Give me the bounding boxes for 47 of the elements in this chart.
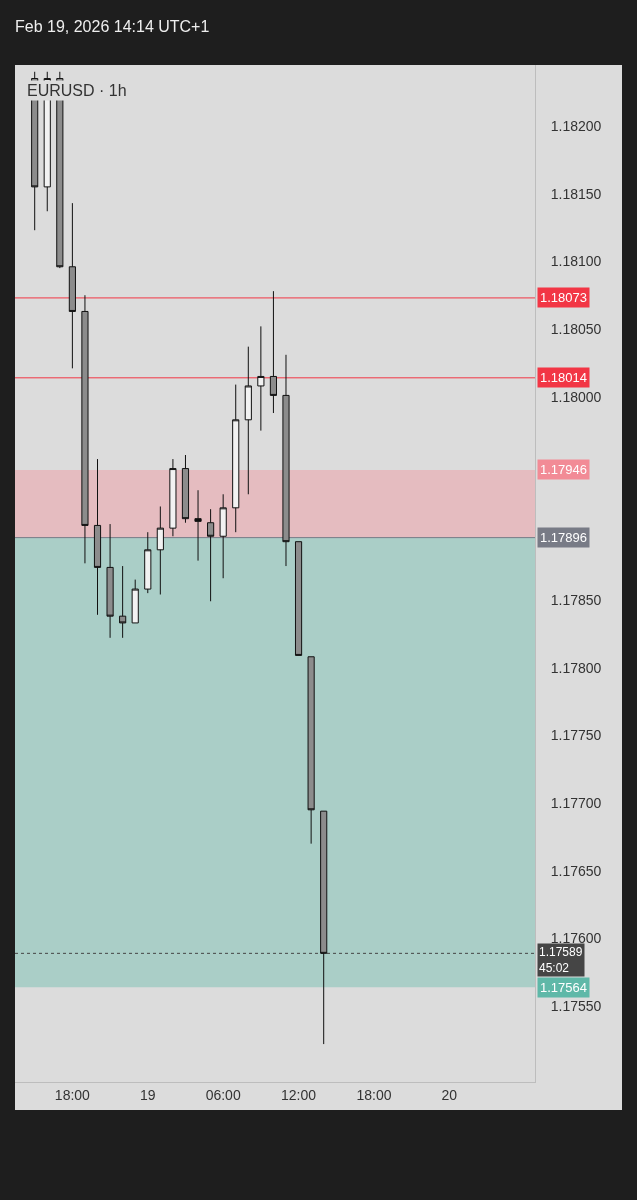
- candlestick: [156, 505, 164, 595]
- x-tick-label: 12:00: [281, 1086, 317, 1103]
- y-tick-label: 1.18150: [550, 185, 602, 202]
- y-tick-label: 1.18200: [550, 117, 602, 134]
- ref-line-label: 1.18014: [540, 370, 587, 385]
- candlestick: [269, 290, 278, 414]
- candlestick: [81, 294, 89, 564]
- y-tick-label: 1.18100: [550, 253, 602, 270]
- y-tick-label: 1.17800: [550, 659, 602, 676]
- y-tick-label: 1.18050: [550, 320, 602, 337]
- x-tick-label: 19: [139, 1086, 156, 1103]
- candlestick: [68, 202, 76, 369]
- candlestick: [169, 458, 177, 537]
- ref-line-label: 1.18073: [540, 290, 587, 305]
- candlestick: [307, 656, 315, 845]
- y-tick-label: 1.17750: [550, 727, 602, 744]
- x-tick-label: 20: [441, 1086, 458, 1103]
- y-tick-label: 1.18000: [550, 388, 602, 405]
- candlestick: [181, 454, 190, 524]
- x-tick-label: 06:00: [205, 1086, 241, 1103]
- y-tick-label: 1.17600: [550, 930, 602, 947]
- candlestick: [232, 384, 240, 533]
- x-tick-label: 18:00: [356, 1086, 392, 1103]
- y-tick-label: 1.17850: [550, 591, 602, 608]
- candlestick: [244, 346, 252, 495]
- candlestick: [294, 541, 303, 656]
- candlestick: [320, 810, 328, 1045]
- candlestick: [106, 523, 114, 639]
- ref-line-label: 1.17589 45:02: [539, 945, 583, 975]
- y-tick-label: 1.17700: [550, 794, 602, 811]
- candlestick: [282, 354, 290, 567]
- y-tick-label: 1.17650: [550, 862, 602, 879]
- y-tick-label: 1.17550: [550, 998, 602, 1015]
- candlestick: [144, 531, 152, 594]
- ref-line-label: 1.17896: [540, 530, 587, 545]
- candlestick: [131, 579, 139, 624]
- band-label: 1.17946: [540, 462, 587, 477]
- candlestick: [219, 493, 227, 579]
- candlestick: [119, 565, 127, 639]
- candlestick: [93, 458, 102, 616]
- x-tick-label: 18:00: [54, 1086, 91, 1103]
- candlestick: [194, 489, 202, 562]
- text: Feb 19, 2026 14:14 UTC+1: [15, 17, 210, 37]
- text: EURUSD · 1h: [27, 82, 127, 99]
- candlestick: [257, 325, 265, 432]
- candlestick: [207, 508, 215, 602]
- band-label: 1.17564: [540, 980, 587, 995]
